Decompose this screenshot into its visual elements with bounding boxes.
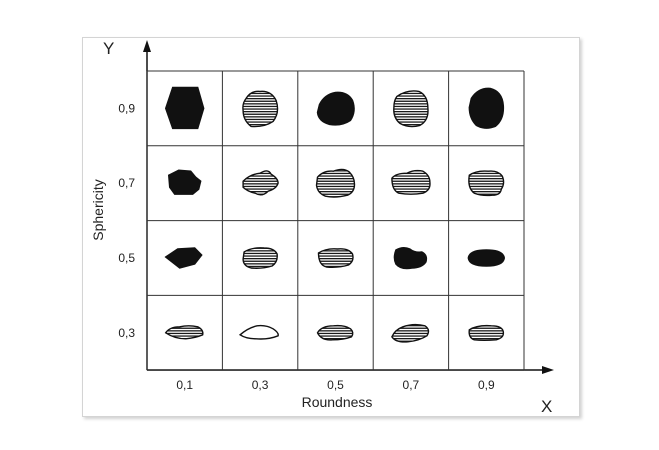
particle-shape bbox=[391, 169, 431, 195]
x-tick-label: 0,1 bbox=[176, 378, 193, 392]
particle-shape bbox=[164, 86, 205, 130]
particle-shapes bbox=[164, 86, 506, 343]
y-axis-arrow bbox=[143, 40, 151, 52]
x-tick-label: 0,5 bbox=[327, 378, 344, 392]
x-axis-arrow bbox=[542, 366, 554, 374]
y-axis-label: Sphericity bbox=[90, 179, 106, 240]
chart-grid bbox=[146, 70, 525, 371]
y-tick-label: 0,9 bbox=[118, 101, 135, 115]
y-tick-label: 0,5 bbox=[118, 251, 135, 265]
particle-shape bbox=[242, 90, 279, 128]
particle-shape bbox=[393, 247, 428, 270]
particle-shape bbox=[164, 325, 204, 340]
particle-shape bbox=[468, 87, 505, 129]
particle-shape bbox=[468, 170, 505, 197]
particle-shape bbox=[316, 324, 354, 341]
particle-shape bbox=[468, 324, 505, 341]
x-axis-letter: X bbox=[541, 397, 552, 416]
x-tick-label: 0,7 bbox=[403, 378, 420, 392]
particle-shape bbox=[317, 248, 354, 268]
y-axis-letter: Y bbox=[103, 39, 114, 58]
particle-shape bbox=[167, 169, 202, 195]
x-tick-label: 0,3 bbox=[252, 378, 269, 392]
particle-shape bbox=[393, 90, 429, 128]
y-tick-label: 0,7 bbox=[118, 176, 135, 190]
y-tick-label: 0,3 bbox=[118, 326, 135, 340]
particle-shape bbox=[164, 247, 203, 269]
particle-shape bbox=[315, 168, 356, 198]
particle-shape bbox=[316, 91, 355, 126]
x-tick-label: 0,9 bbox=[478, 378, 495, 392]
particle-shape bbox=[391, 323, 430, 343]
particle-shape bbox=[467, 249, 506, 267]
x-axis-label: Roundness bbox=[302, 394, 373, 410]
particle-shape bbox=[242, 247, 278, 269]
particle-shape bbox=[242, 170, 279, 196]
tick-labels: 0,1 0,3 0,5 0,7 0,9 0,9 0,7 0,5 0,3 bbox=[118, 101, 495, 392]
particle-shape bbox=[238, 324, 279, 340]
